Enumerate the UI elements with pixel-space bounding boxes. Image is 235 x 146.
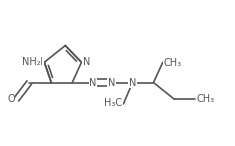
Text: O: O — [7, 94, 15, 104]
Text: H₃C: H₃C — [104, 98, 122, 108]
Text: NH₂: NH₂ — [22, 57, 41, 67]
Text: CH₃: CH₃ — [196, 94, 215, 104]
Text: N: N — [129, 78, 136, 88]
Text: N: N — [90, 78, 97, 88]
Text: N: N — [83, 57, 90, 67]
Text: N: N — [108, 78, 115, 88]
Text: NH: NH — [28, 57, 43, 67]
Text: CH₃: CH₃ — [164, 58, 182, 68]
